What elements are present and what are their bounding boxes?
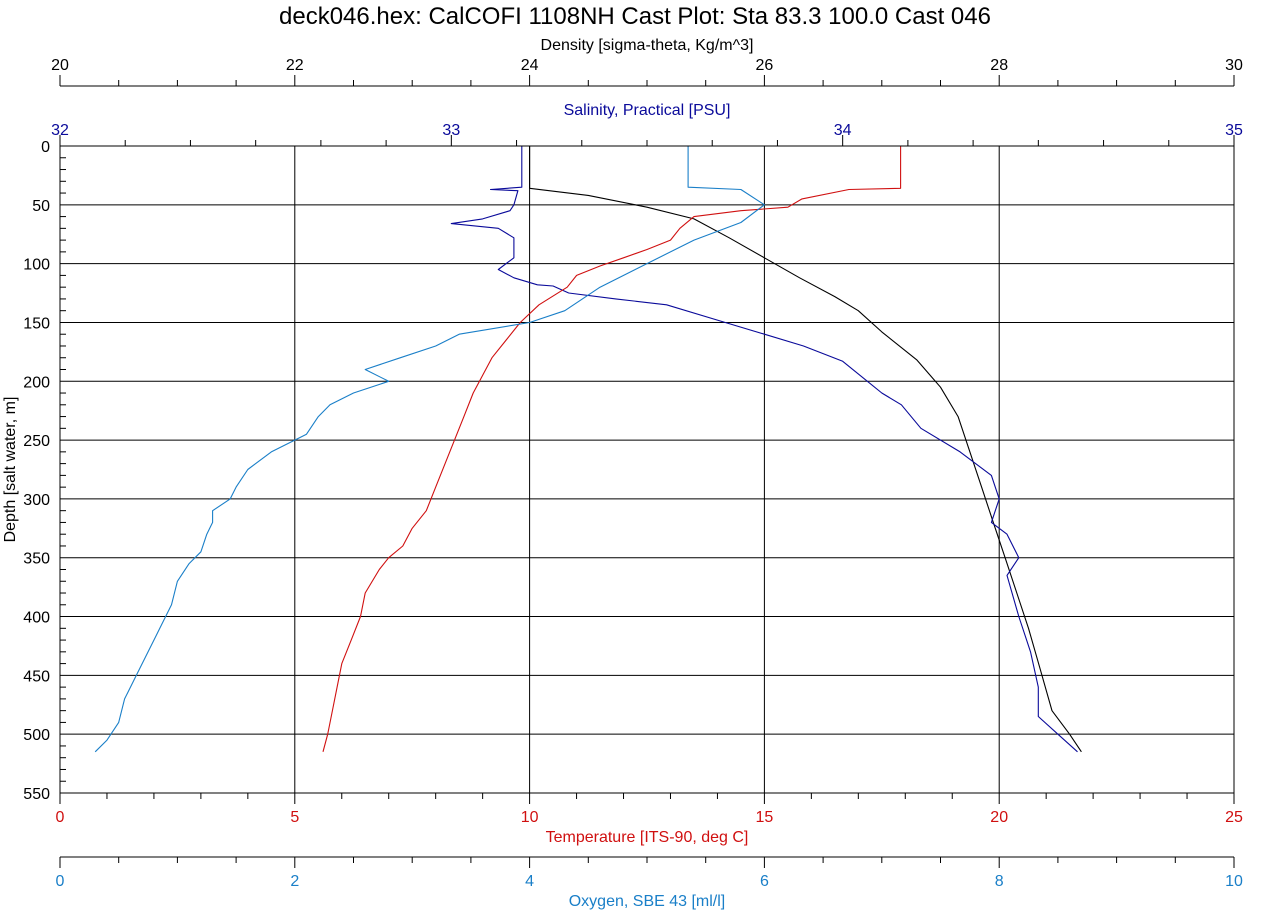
oxygen-tick-label: 2 [290,873,299,890]
depth-tick-label: 400 [23,610,50,627]
temperature-tick-label: 0 [56,809,65,826]
depth-tick-label: 450 [23,668,50,685]
density-axis-title: Density [sigma-theta, Kg/m^3] [541,37,754,54]
temperature-tick-label: 15 [756,809,774,826]
density-profile-line [529,146,1082,753]
temperature-profile-line [322,146,902,752]
density-tick-label: 28 [990,57,1008,74]
depth-tick-label: 150 [23,315,50,332]
depth-tick-label: 350 [23,551,50,568]
depth-tick-label: 200 [23,374,50,391]
depth-tick-label: 300 [23,492,50,509]
oxygen-profile-line [94,146,765,753]
depth-tick-label: 550 [23,786,50,803]
oxygen-tick-label: 0 [56,873,65,890]
plot-grid [59,145,1235,794]
salinity-axis-title: Salinity, Practical [PSU] [564,102,731,119]
oxygen-axis-title: Oxygen, SBE 43 [ml/l] [569,893,726,910]
density-tick-label: 30 [1225,57,1243,74]
density-tick-label: 24 [521,57,539,74]
temperature-axis-title: Temperature [ITS-90, deg C] [546,829,749,846]
temperature-tick-label: 20 [990,809,1008,826]
chart-title: deck046.hex: CalCOFI 1108NH Cast Plot: S… [279,3,991,30]
depth-tick-label: 50 [32,198,50,215]
oxygen-tick-label: 6 [760,873,769,890]
density-tick-label: 22 [286,57,304,74]
salinity-tick-label: 35 [1225,122,1243,139]
salinity-tick-label: 34 [834,122,852,139]
oxygen-tick-label: 4 [525,873,534,890]
depth-tick-label: 0 [41,139,50,156]
plot-series [94,146,1082,753]
depth-tick-label: 100 [23,257,50,274]
depth-tick-label: 500 [23,727,50,744]
depth-axis-title: Depth [salt water, m] [2,397,19,543]
salinity-tick-label: 32 [51,122,69,139]
salinity-tick-label: 33 [442,122,460,139]
depth-tick-label: 250 [23,433,50,450]
temperature-tick-label: 25 [1225,809,1243,826]
oxygen-tick-label: 10 [1225,873,1243,890]
oxygen-tick-label: 8 [995,873,1004,890]
temperature-tick-label: 10 [521,809,539,826]
density-tick-label: 26 [756,57,774,74]
salinity-profile-line [450,146,1078,753]
density-tick-label: 20 [51,57,69,74]
temperature-tick-label: 5 [290,809,299,826]
